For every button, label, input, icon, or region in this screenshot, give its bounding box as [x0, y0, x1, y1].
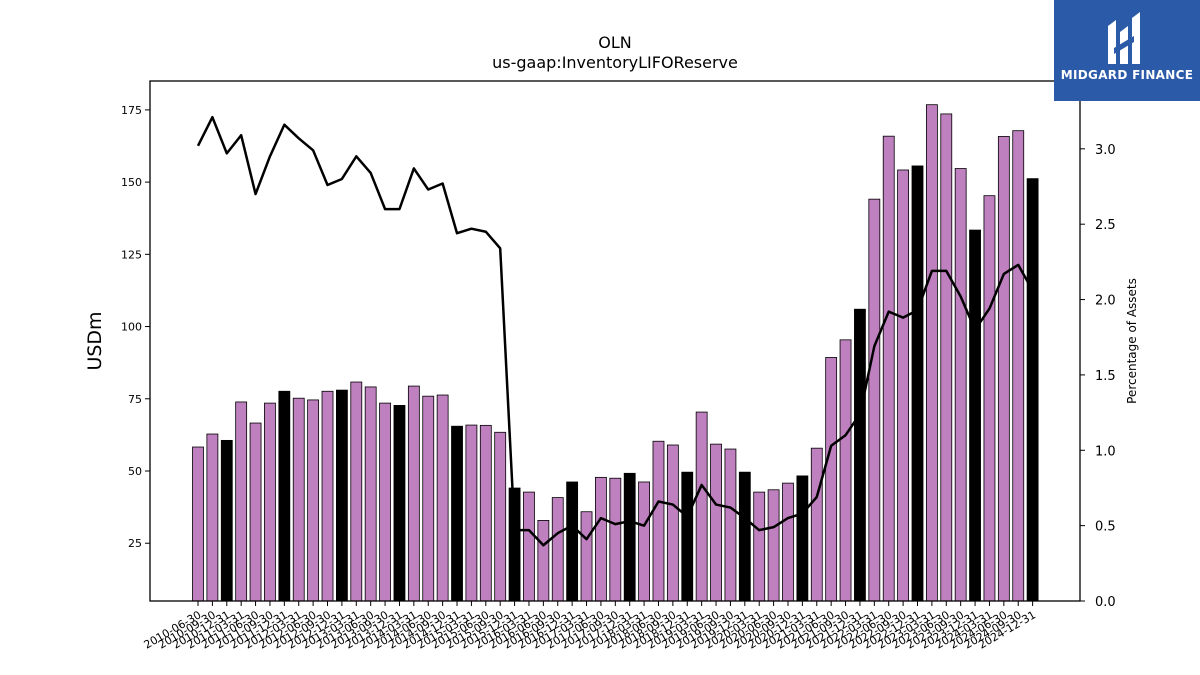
y-tick-label: 25 — [128, 537, 142, 550]
bar-2016-09-30 — [551, 497, 564, 602]
bar-2018-03-31 — [638, 481, 650, 602]
y2-axis-label: Percentage of Assets — [1125, 278, 1139, 404]
bar-2017-09-30 — [609, 477, 622, 602]
logo-text: MIDGARD FINANCE — [1060, 68, 1194, 82]
logo: MIDGARD FINANCE — [1054, 0, 1200, 101]
bar-2015-12-31 — [508, 487, 521, 602]
bar-2020-09-30 — [782, 482, 794, 602]
bar-2014-09-30 — [436, 394, 449, 602]
bar-2012-03-31 — [292, 397, 305, 602]
bar-2016-03-31 — [523, 491, 535, 602]
y2-tick-label: 0.5 — [1095, 520, 1116, 535]
y-tick-label: 150 — [121, 176, 142, 189]
y2-tick-label: 2.5 — [1095, 218, 1116, 233]
bar-2017-03-31 — [580, 511, 593, 602]
bar-2021-03-31 — [810, 447, 823, 602]
bar-2024-06-30 — [997, 136, 1010, 602]
percentage-line — [196, 115, 1034, 547]
bar-2020-06-30 — [767, 489, 780, 602]
bar-2022-06-30 — [882, 135, 895, 602]
bar-2014-06-30 — [422, 395, 435, 602]
line-group — [196, 115, 1034, 547]
y-axis-label: USDm — [84, 311, 106, 370]
bar-2023-06-30 — [940, 113, 953, 602]
bars-group — [192, 104, 1039, 602]
bar-2013-03-31 — [350, 381, 363, 602]
bar-2017-06-30 — [595, 476, 607, 602]
bar-2018-06-30 — [652, 440, 665, 602]
y2-tick-label: 2.0 — [1095, 294, 1116, 309]
logo-icon — [1108, 12, 1140, 64]
bar-2016-06-30 — [537, 520, 550, 602]
bar-2018-12-31 — [681, 471, 694, 602]
bar-2011-03-31 — [235, 401, 248, 602]
bar-2014-12-31 — [451, 425, 463, 602]
bar-2022-12-31 — [911, 165, 924, 602]
bar-2012-06-30 — [307, 399, 320, 602]
y-tick-label: 50 — [128, 465, 142, 478]
y-tick-label: 75 — [128, 393, 142, 406]
bar-2023-12-31 — [969, 229, 981, 602]
bar-2024-12-31 — [1026, 178, 1039, 602]
bar-2019-12-31 — [738, 471, 751, 602]
bar-2010-06-30 — [192, 446, 204, 602]
bar-2015-09-30 — [494, 431, 507, 602]
bar-2013-06-30 — [364, 386, 377, 602]
y2-tick-label: 1.5 — [1095, 369, 1116, 384]
bar-2010-12-31 — [220, 439, 233, 602]
y2-tick-label: 0.0 — [1095, 595, 1116, 610]
y2-tick-label: 1.0 — [1095, 444, 1116, 459]
bar-2020-03-31 — [753, 491, 766, 602]
bar-2021-06-30 — [825, 357, 838, 602]
bar-2019-09-30 — [724, 448, 737, 602]
bar-2016-12-31 — [566, 481, 579, 602]
y-tick-label: 125 — [121, 248, 142, 261]
y2-tick-label: 3.0 — [1095, 143, 1116, 158]
bar-2021-09-30 — [839, 339, 852, 602]
y-tick-label: 100 — [121, 321, 142, 334]
chart-subtitle: us-gaap:InventoryLIFOReserve — [492, 53, 738, 72]
bar-2014-03-31 — [407, 385, 420, 602]
bar-2018-09-30 — [666, 444, 679, 602]
bar-2012-09-30 — [321, 390, 334, 602]
bar-2023-09-30 — [954, 168, 967, 602]
bar-2015-06-30 — [479, 424, 492, 602]
bar-2021-12-31 — [854, 308, 866, 602]
bar-2020-12-31 — [796, 475, 809, 602]
bar-2019-06-30 — [710, 443, 722, 602]
bar-2011-09-30 — [264, 402, 276, 602]
bar-2012-12-31 — [335, 389, 348, 602]
bar-2023-03-31 — [925, 104, 938, 602]
bar-2013-09-30 — [379, 402, 391, 602]
bar-2019-03-31 — [695, 411, 708, 602]
bar-2022-09-30 — [897, 169, 910, 602]
bar-2013-12-31 — [393, 405, 406, 602]
bar-2022-03-31 — [868, 198, 881, 602]
bar-2011-12-31 — [278, 390, 291, 602]
bar-2011-06-30 — [249, 422, 262, 602]
bar-2024-09-30 — [1012, 130, 1025, 602]
axes-group: 2550751001251501750.00.51.01.52.02.53.02… — [121, 80, 1116, 652]
bar-2017-12-31 — [623, 472, 636, 602]
bar-2024-03-31 — [983, 195, 996, 602]
bar-2015-03-31 — [465, 424, 478, 602]
y-tick-label: 175 — [121, 104, 142, 117]
chart-title: OLN — [598, 33, 631, 52]
bar-2010-09-30 — [206, 433, 219, 602]
